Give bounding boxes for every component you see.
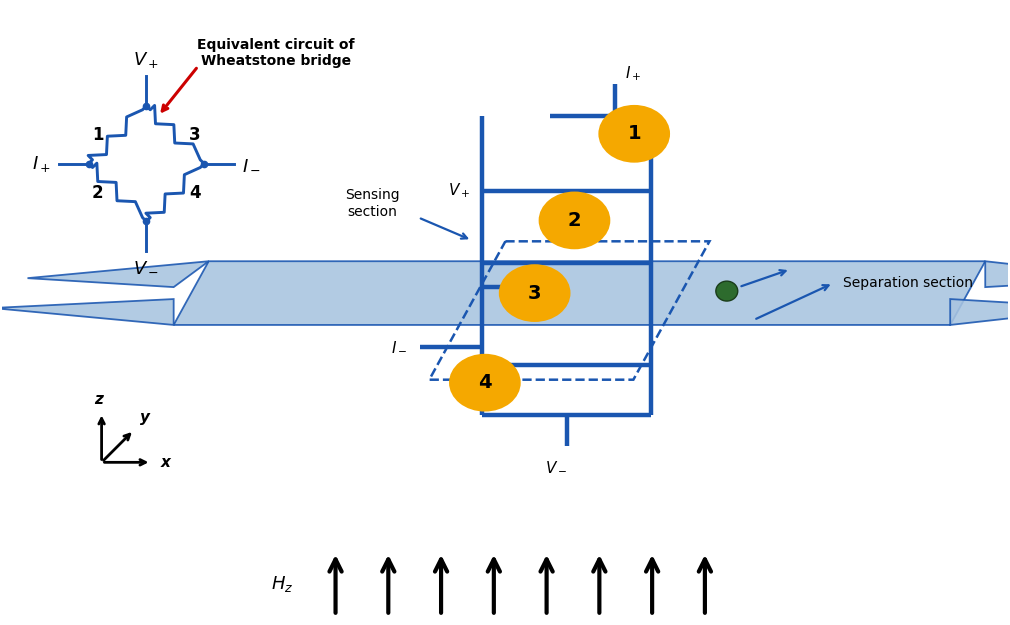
Text: $I_+$: $I_+$ <box>625 65 641 83</box>
Text: $I_+$: $I_+$ <box>31 154 50 174</box>
Text: $I_-$: $I_-$ <box>391 339 407 354</box>
Polygon shape <box>0 299 174 325</box>
Ellipse shape <box>538 191 610 249</box>
Text: $I_-$: $I_-$ <box>242 154 261 173</box>
Ellipse shape <box>598 105 670 162</box>
Text: x: x <box>161 455 171 470</box>
Text: 2: 2 <box>92 184 104 201</box>
Polygon shape <box>27 261 209 287</box>
Ellipse shape <box>716 281 737 301</box>
Text: 1: 1 <box>92 126 104 144</box>
Text: $V_-$: $V_-$ <box>545 459 568 474</box>
Text: $V_+$: $V_+$ <box>133 50 160 70</box>
Text: 4: 4 <box>478 373 492 392</box>
Text: $V_+$: $V_+$ <box>447 181 470 200</box>
Text: 4: 4 <box>189 184 201 201</box>
Polygon shape <box>174 261 985 325</box>
Text: Separation section: Separation section <box>843 276 974 290</box>
Ellipse shape <box>499 264 571 322</box>
Text: $V_-$: $V_-$ <box>133 258 160 275</box>
Text: y: y <box>140 410 149 425</box>
Polygon shape <box>950 299 1010 325</box>
Text: $H_z$: $H_z$ <box>272 574 294 594</box>
Ellipse shape <box>449 354 521 411</box>
Text: z: z <box>95 392 103 407</box>
Text: 3: 3 <box>189 126 201 144</box>
Polygon shape <box>985 261 1010 287</box>
Text: Sensing
section: Sensing section <box>345 188 400 219</box>
Text: 2: 2 <box>568 211 582 230</box>
Text: 3: 3 <box>528 284 541 302</box>
Text: 1: 1 <box>627 124 641 143</box>
Text: Equivalent circuit of
Wheatstone bridge: Equivalent circuit of Wheatstone bridge <box>197 38 355 68</box>
